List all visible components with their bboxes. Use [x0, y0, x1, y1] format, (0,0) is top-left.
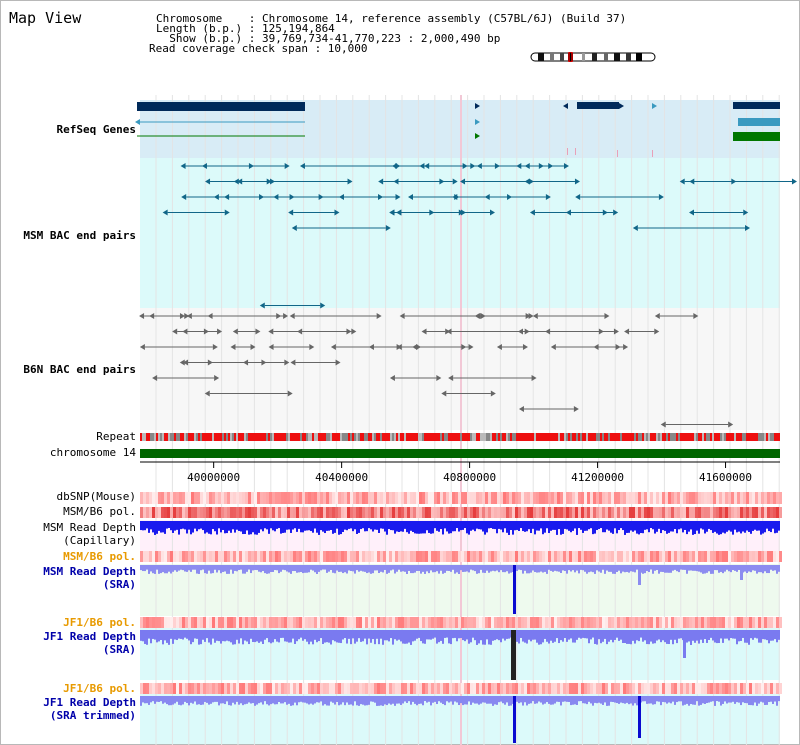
- track-label-msm-depth-cap-1: MSM Read Depth: [43, 521, 136, 534]
- track-label-msm-b6-pol: MSM/B6 pol.: [63, 505, 136, 518]
- refseq-gene-2: [577, 102, 619, 109]
- track-label-jf1-depth-trim-1: JF1 Read Depth: [43, 696, 136, 709]
- track-label-msm-bac[interactable]: MSM BAC end pairs: [23, 229, 136, 242]
- track-label-msm-depth-sra-1: MSM Read Depth: [43, 565, 136, 578]
- show-range-info: Show (b.p.) : 39,769,734-41,770,223 : 2,…: [156, 32, 501, 45]
- track-label-refseq[interactable]: RefSeq Genes: [56, 123, 136, 136]
- axis-tick-label: 41200000: [571, 471, 624, 484]
- chromosome-bar: [140, 449, 780, 458]
- axis-tick-label: 40800000: [443, 471, 496, 484]
- track-label-jf1-depth-sra-2: (SRA): [102, 643, 136, 656]
- page-title: Map View: [9, 9, 82, 27]
- axis-tick-label: 41600000: [699, 471, 752, 484]
- track-label-jf1-depth-trim-2: (SRA trimmed): [49, 709, 136, 722]
- track-label-jf1-depth-sra-1: JF1 Read Depth: [43, 630, 136, 643]
- refseq-gene-1: [137, 102, 305, 111]
- track-label-dbsnp: dbSNP(Mouse): [56, 490, 136, 503]
- refseq-gene-3: [733, 102, 780, 109]
- axis-tick-label: 40400000: [315, 471, 368, 484]
- chromosome-info: Chromosome : Chromosome 14, reference as…: [156, 12, 627, 25]
- track-label-msm-depth-cap-2: (Capillary): [63, 534, 136, 547]
- track-label-msm-b6-pol-2: MSM/B6 pol.: [63, 550, 136, 563]
- axis-tick-label: 40000000: [187, 471, 240, 484]
- chromosome-ideogram[interactable]: [530, 52, 656, 62]
- refseq-gene-5: [733, 132, 780, 141]
- length-info: Length (b.p.) : 125,194,864: [156, 22, 335, 35]
- read-coverage-span-info: Read coverage check span : 10,000: [149, 42, 368, 55]
- track-label-msm-depth-sra-2: (SRA): [102, 578, 136, 591]
- track-label-chromosome: chromosome 14: [49, 446, 136, 459]
- track-label-repeat: Repeat: [96, 430, 136, 443]
- track-label-jf1-b6-pol: JF1/B6 pol.: [63, 616, 136, 629]
- track-label-b6n-bac[interactable]: B6N BAC end pairs: [23, 363, 136, 376]
- refseq-gene-4: [738, 118, 780, 126]
- track-label-jf1-b6-pol-2: JF1/B6 pol.: [63, 682, 136, 695]
